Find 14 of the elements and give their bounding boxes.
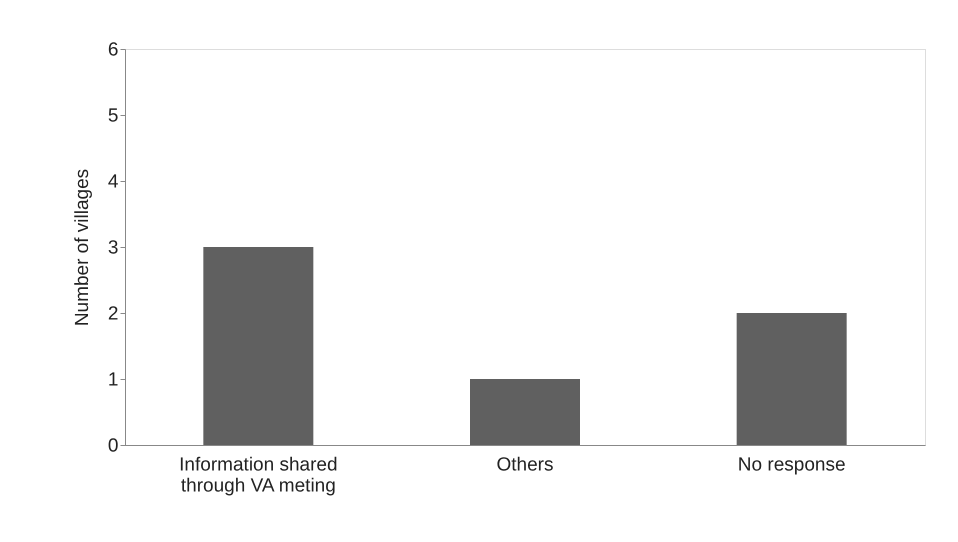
y-axis-title: Number of villages <box>72 168 93 326</box>
bar <box>736 313 847 445</box>
y-tick-label: 6 <box>108 40 118 60</box>
y-tick-label: 4 <box>108 172 119 192</box>
y-tick-label: 5 <box>108 106 118 126</box>
bar <box>203 247 314 445</box>
x-tick-label: No response <box>738 454 846 476</box>
x-tick-label: Others <box>496 454 554 476</box>
x-tick-label: Information shared through VA meting <box>179 454 338 496</box>
y-tick-label: 3 <box>108 238 118 258</box>
y-tick-label: 2 <box>108 304 118 324</box>
bar <box>470 379 580 445</box>
y-tick-label: 1 <box>108 370 118 390</box>
y-tick-label: 0 <box>108 436 118 456</box>
